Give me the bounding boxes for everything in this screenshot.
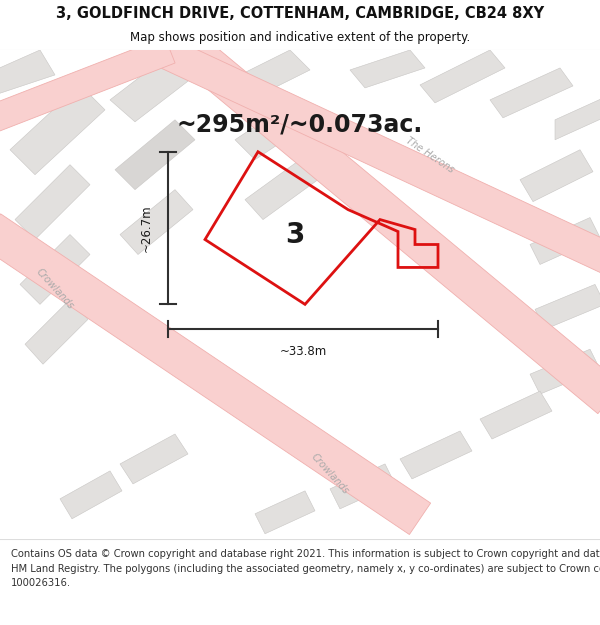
Polygon shape xyxy=(153,36,600,274)
Polygon shape xyxy=(178,36,600,414)
Polygon shape xyxy=(350,50,425,88)
Text: ~33.8m: ~33.8m xyxy=(280,345,326,358)
Polygon shape xyxy=(20,234,90,304)
Polygon shape xyxy=(535,284,600,329)
Text: Map shows position and indicative extent of the property.: Map shows position and indicative extent… xyxy=(130,31,470,44)
Polygon shape xyxy=(530,349,600,394)
Polygon shape xyxy=(0,50,55,95)
Polygon shape xyxy=(60,471,122,519)
Polygon shape xyxy=(10,85,105,174)
Polygon shape xyxy=(110,50,200,122)
Polygon shape xyxy=(490,68,573,118)
Polygon shape xyxy=(480,391,552,439)
Polygon shape xyxy=(0,37,175,133)
Polygon shape xyxy=(115,120,195,189)
Polygon shape xyxy=(230,50,310,100)
Text: Crowlands: Crowlands xyxy=(309,452,351,496)
Polygon shape xyxy=(555,95,600,140)
Polygon shape xyxy=(15,165,90,239)
Polygon shape xyxy=(245,160,318,219)
Polygon shape xyxy=(235,100,315,160)
Text: The Herons: The Herons xyxy=(404,135,456,174)
Polygon shape xyxy=(530,217,600,264)
Polygon shape xyxy=(25,299,88,364)
Polygon shape xyxy=(120,189,193,254)
Text: 3, GOLDFINCH DRIVE, COTTENHAM, CAMBRIDGE, CB24 8XY: 3, GOLDFINCH DRIVE, COTTENHAM, CAMBRIDGE… xyxy=(56,6,544,21)
Polygon shape xyxy=(330,464,395,509)
Polygon shape xyxy=(520,150,593,202)
Text: ~26.7m: ~26.7m xyxy=(139,204,152,252)
Text: 3: 3 xyxy=(286,221,305,249)
Text: ~295m²/~0.073ac.: ~295m²/~0.073ac. xyxy=(177,112,423,137)
Text: Crowlands: Crowlands xyxy=(34,267,76,312)
Polygon shape xyxy=(400,431,472,479)
Polygon shape xyxy=(420,50,505,103)
Text: Contains OS data © Crown copyright and database right 2021. This information is : Contains OS data © Crown copyright and d… xyxy=(11,549,600,588)
Polygon shape xyxy=(255,491,315,534)
Polygon shape xyxy=(0,214,431,534)
Polygon shape xyxy=(120,434,188,484)
